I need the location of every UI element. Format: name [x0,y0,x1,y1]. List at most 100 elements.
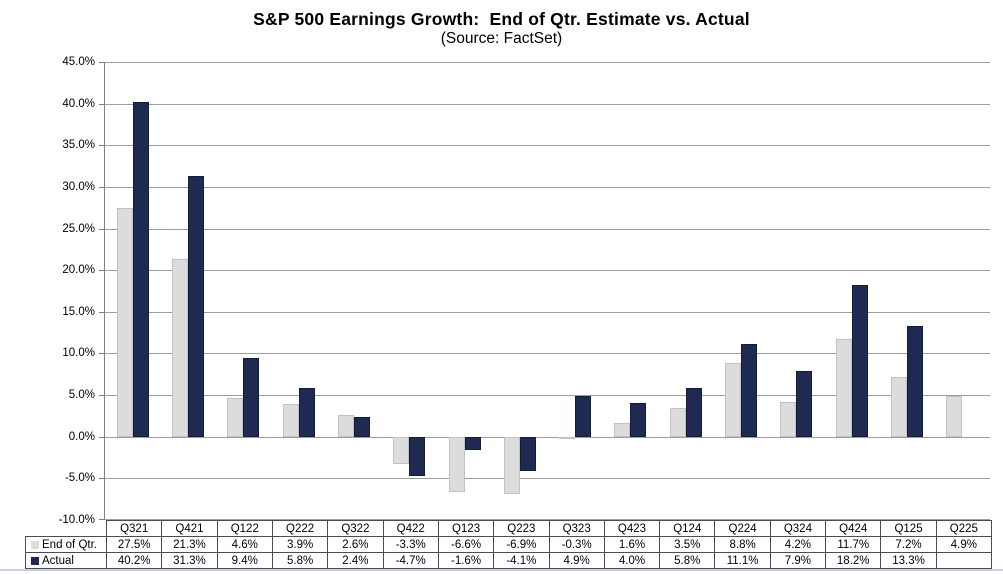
quarter-header-cell: Q125 [880,520,937,537]
bar-actual-q222 [298,388,315,437]
y-axis-tick [99,270,105,272]
value-cell-end-of-qtr: -3.3% [382,536,439,553]
y-axis-tick [99,228,105,230]
bottom-edge-line [0,569,1003,571]
value-cell-actual: 4.0% [603,552,661,569]
quarter-header-cell: Q222 [271,520,329,537]
bar-actual-q125 [907,325,924,437]
value-cell-actual: 18.2% [825,552,882,569]
bar-actual-q422 [409,436,426,476]
y-axis-tick [99,519,105,520]
bar-end-of-qtr-q125 [891,376,908,437]
y-axis-label: 40.0% [62,97,95,110]
y-axis-label: 5.0% [68,389,95,402]
y-axis-tick [99,436,105,438]
bar-actual-q224 [741,344,758,437]
value-cell-actual: 13.3% [880,552,937,569]
gridline [105,62,990,63]
quarter-header-cell: Q223 [493,520,550,537]
bar-end-of-qtr-q122 [227,398,244,437]
value-cell-end-of-qtr: -6.9% [493,536,550,553]
quarter-header-cell: Q423 [603,520,661,537]
value-cell-end-of-qtr: 2.6% [327,536,384,553]
y-axis-tick [99,103,105,105]
gridline [105,103,990,105]
bar-end-of-qtr-q123 [448,436,465,492]
value-cell-end-of-qtr: 4.9% [935,536,993,553]
chart-subtitle: (Source: FactSet) [440,30,563,47]
value-cell-end-of-qtr: 3.5% [659,536,716,553]
y-axis-label: 0.0% [68,430,95,443]
quarter-header-cell: Q224 [714,520,771,537]
quarter-header-cell: Q225 [935,520,993,537]
value-cell-actual: 2.4% [327,552,384,569]
gridline [105,186,990,188]
value-cell-end-of-qtr: 27.5% [105,536,163,553]
value-cell-end-of-qtr: 21.3% [161,536,218,553]
table-row: Q321 Q421 Q122 Q222 Q322 Q422 Q123 Q223 Q323 Q423… [26,520,993,537]
quarter-header-cell: Q422 [382,520,439,537]
bar-end-of-qtr-q225 [946,395,963,437]
y-axis-tick [99,478,105,480]
bar-end-of-qtr-q222 [282,404,299,437]
gridline [105,519,990,520]
y-axis-line [104,62,105,520]
value-cell-actual: 40.2% [105,552,163,569]
value-cell-end-of-qtr: 11.7% [825,536,882,553]
value-cell-actual: -1.6% [437,552,495,569]
y-axis-label: 20.0% [62,264,95,277]
value-cell-actual: 11.1% [714,552,771,569]
bar-actual-q124 [685,388,702,437]
bar-end-of-qtr-q423 [614,423,631,437]
value-cell-actual: 5.8% [659,552,716,569]
bar-end-of-qtr-q224 [725,363,742,437]
bar-end-of-qtr-q321 [116,207,133,437]
quarter-header-cell: Q123 [437,520,495,537]
value-cell-actual: 9.4% [216,552,273,569]
value-cell-end-of-qtr: 4.6% [216,536,273,553]
quarter-header-cell: Q323 [548,520,605,537]
quarter-header-cell: Q124 [659,520,716,537]
value-cell-end-of-qtr: 3.9% [271,536,329,553]
y-axis-tick [99,186,105,188]
legend-cell-actual: Actual [25,552,107,569]
legend-label: Actual [42,554,74,567]
value-cell-actual: 31.3% [161,552,218,569]
table-row: End of Qtr. 27.5% 21.3% 4.6% 3.9% 2.6% -3.3% -6… [25,536,993,553]
y-axis-tick [99,311,105,313]
value-cell-end-of-qtr: 1.6% [603,536,661,553]
gridline [105,270,990,272]
gridline [105,353,990,355]
y-axis-label: -5.0% [64,472,95,485]
bar-end-of-qtr-q322 [337,415,354,437]
bar-actual-q322 [353,416,370,437]
quarter-header-cell: Q321 [105,520,163,537]
y-axis-tick [99,353,105,355]
bar-end-of-qtr-q124 [669,407,686,437]
value-cell-actual: 5.8% [271,552,329,569]
value-cell-actual: 7.9% [769,552,827,569]
bar-end-of-qtr-q421 [171,259,188,437]
value-cell-end-of-qtr: 7.2% [880,536,937,553]
legend-swatch-actual-icon [31,556,39,565]
bar-actual-q423 [630,403,647,437]
quarter-header-cell: Q421 [161,520,218,537]
quarter-header-cell: Q324 [769,520,827,537]
y-axis-label: 30.0% [62,180,95,193]
value-cell-end-of-qtr: -0.3% [548,536,605,553]
bar-end-of-qtr-q323 [559,436,576,440]
value-cell-actual: 4.9% [548,552,605,569]
bar-end-of-qtr-q422 [393,436,410,465]
bar-actual-q323 [575,395,592,437]
legend-label: End of Qtr. [42,538,97,551]
y-axis-tick [99,395,105,397]
gridline [105,478,990,480]
data-table: Q321 Q421 Q122 Q222 Q322 Q422 Q123 Q223 Q323 Q423… [25,520,993,569]
gridline [105,228,990,230]
bar-actual-q223 [519,436,536,471]
y-axis-label: 25.0% [62,222,95,235]
bar-actual-q324 [796,370,813,437]
bar-actual-q321 [132,101,149,437]
bar-end-of-qtr-q324 [780,401,797,437]
